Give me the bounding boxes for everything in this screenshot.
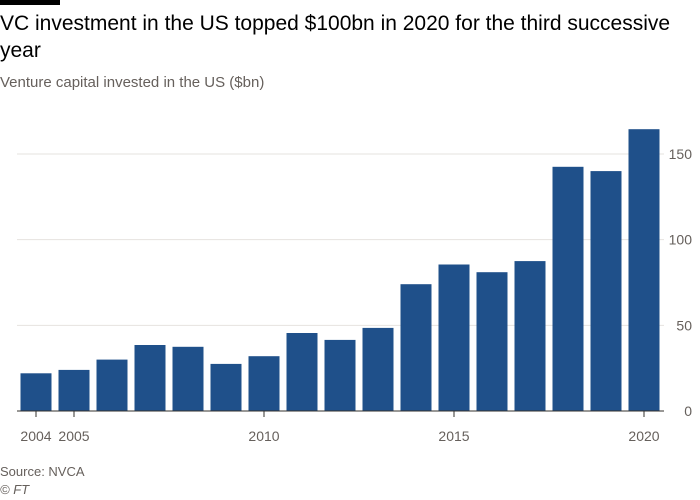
- source-note: Source: NVCA: [0, 464, 85, 479]
- x-tick-label: 2004: [20, 428, 51, 444]
- chart-subtitle: Venture capital invested in the US ($bn): [0, 74, 265, 91]
- bar-2014: [400, 284, 432, 411]
- copyright-note: © FT: [0, 482, 30, 497]
- bar-2016: [476, 272, 508, 411]
- axis-layer: 0 50 100 150 2004 2005 2010 2015 2020: [17, 146, 692, 444]
- bar-chart: 0 50 100 150 2004 2005 2010 2015 2020: [17, 129, 692, 444]
- y-tick-label: 100: [669, 232, 693, 248]
- bar-2007: [134, 345, 166, 411]
- chart-title: VC investment in the US topped $100bn in…: [0, 12, 671, 62]
- bar-2018: [552, 166, 584, 411]
- y-tick-label: 0: [684, 403, 692, 419]
- bar-2010: [248, 356, 280, 411]
- top-rule: [0, 0, 60, 5]
- bar-2017: [514, 261, 546, 411]
- bar-2011: [286, 333, 318, 411]
- bar-2013: [362, 327, 394, 411]
- bar-2004: [20, 373, 52, 411]
- x-tick-label: 2010: [248, 428, 279, 444]
- bar-2008: [172, 346, 204, 412]
- x-tick-label: 2005: [58, 428, 89, 444]
- bar-2019: [590, 171, 622, 411]
- bar-2015: [438, 264, 470, 411]
- x-tick-label: 2020: [628, 428, 659, 444]
- x-tick-label: 2015: [438, 428, 469, 444]
- y-tick-label: 150: [669, 146, 693, 162]
- bar-2020: [628, 129, 660, 411]
- bar-layer: [20, 129, 660, 412]
- y-tick-label: 50: [676, 317, 692, 333]
- bar-2005: [58, 369, 90, 411]
- bar-2009: [210, 363, 242, 411]
- bar-2006: [96, 359, 128, 411]
- bar-2012: [324, 339, 356, 411]
